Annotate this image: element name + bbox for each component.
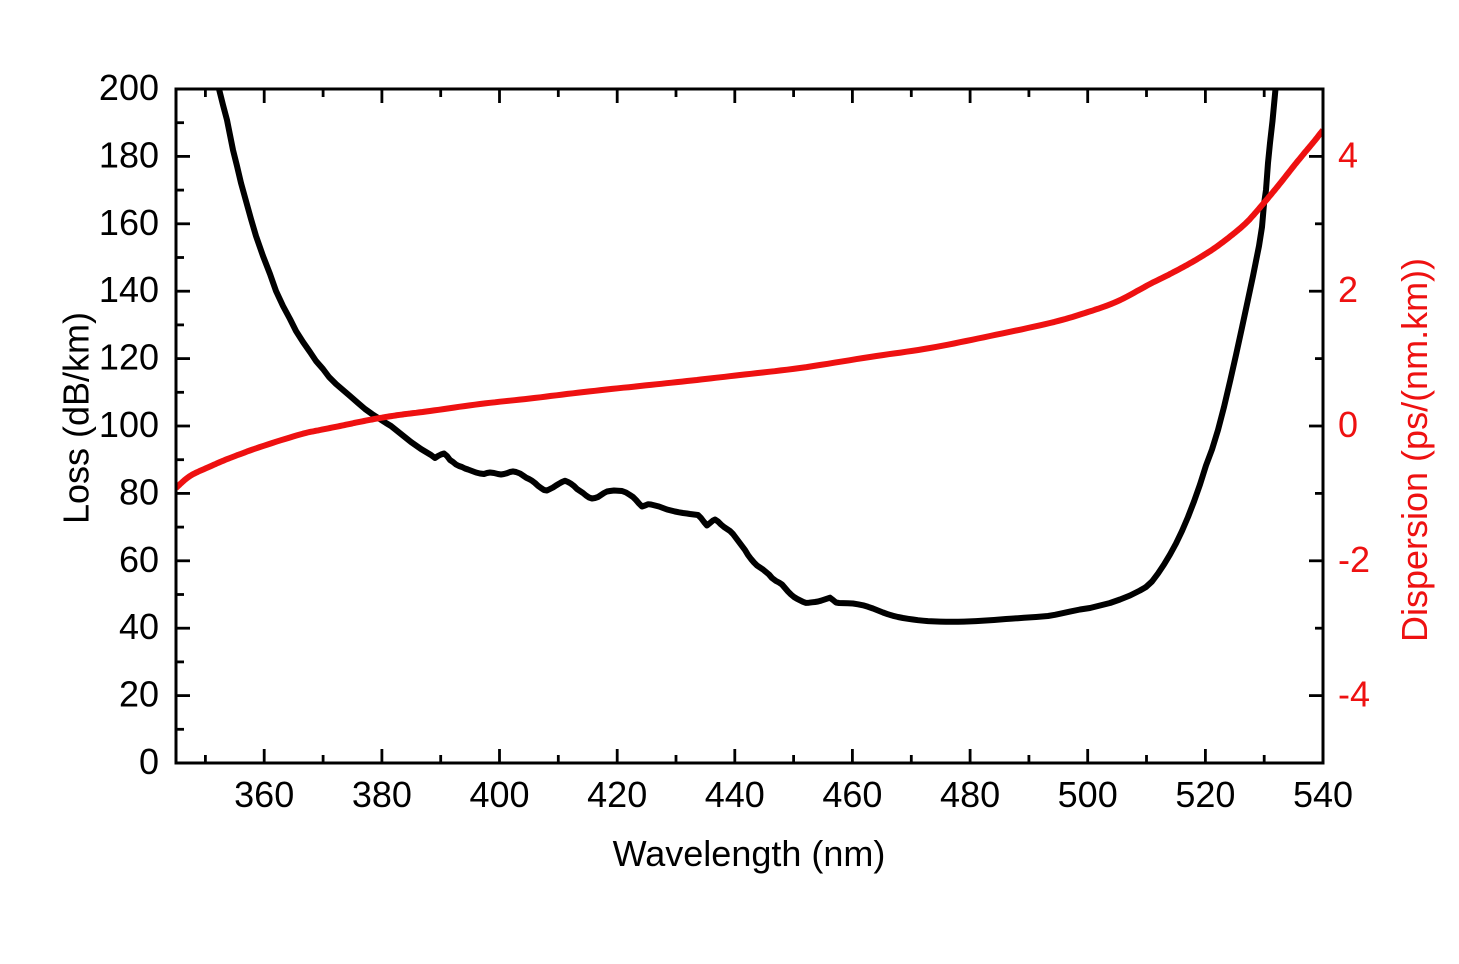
svg-text:2: 2	[1338, 269, 1358, 310]
svg-text:440: 440	[705, 774, 765, 815]
svg-text:100: 100	[99, 404, 159, 445]
svg-text:4: 4	[1338, 134, 1358, 175]
svg-text:200: 200	[99, 67, 159, 108]
svg-text:520: 520	[1175, 774, 1235, 815]
svg-text:140: 140	[99, 269, 159, 310]
svg-text:60: 60	[119, 539, 159, 580]
svg-text:540: 540	[1293, 774, 1353, 815]
svg-text:360: 360	[234, 774, 294, 815]
svg-text:400: 400	[469, 774, 529, 815]
svg-text:180: 180	[99, 134, 159, 175]
svg-text:0: 0	[139, 741, 159, 782]
svg-text:480: 480	[940, 774, 1000, 815]
svg-text:460: 460	[822, 774, 882, 815]
svg-text:Loss (dB/km): Loss (dB/km)	[56, 312, 97, 524]
svg-text:Wavelength (nm): Wavelength (nm)	[613, 833, 886, 874]
svg-text:80: 80	[119, 471, 159, 512]
svg-text:420: 420	[587, 774, 647, 815]
svg-text:-2: -2	[1338, 539, 1370, 580]
svg-text:40: 40	[119, 606, 159, 647]
svg-text:Dispersion (ps/(nm.km)): Dispersion (ps/(nm.km))	[1394, 258, 1435, 642]
svg-text:380: 380	[352, 774, 412, 815]
svg-text:160: 160	[99, 202, 159, 243]
svg-text:500: 500	[1058, 774, 1118, 815]
svg-text:-4: -4	[1338, 674, 1370, 715]
svg-text:20: 20	[119, 674, 159, 715]
svg-text:0: 0	[1338, 404, 1358, 445]
svg-text:120: 120	[99, 337, 159, 378]
